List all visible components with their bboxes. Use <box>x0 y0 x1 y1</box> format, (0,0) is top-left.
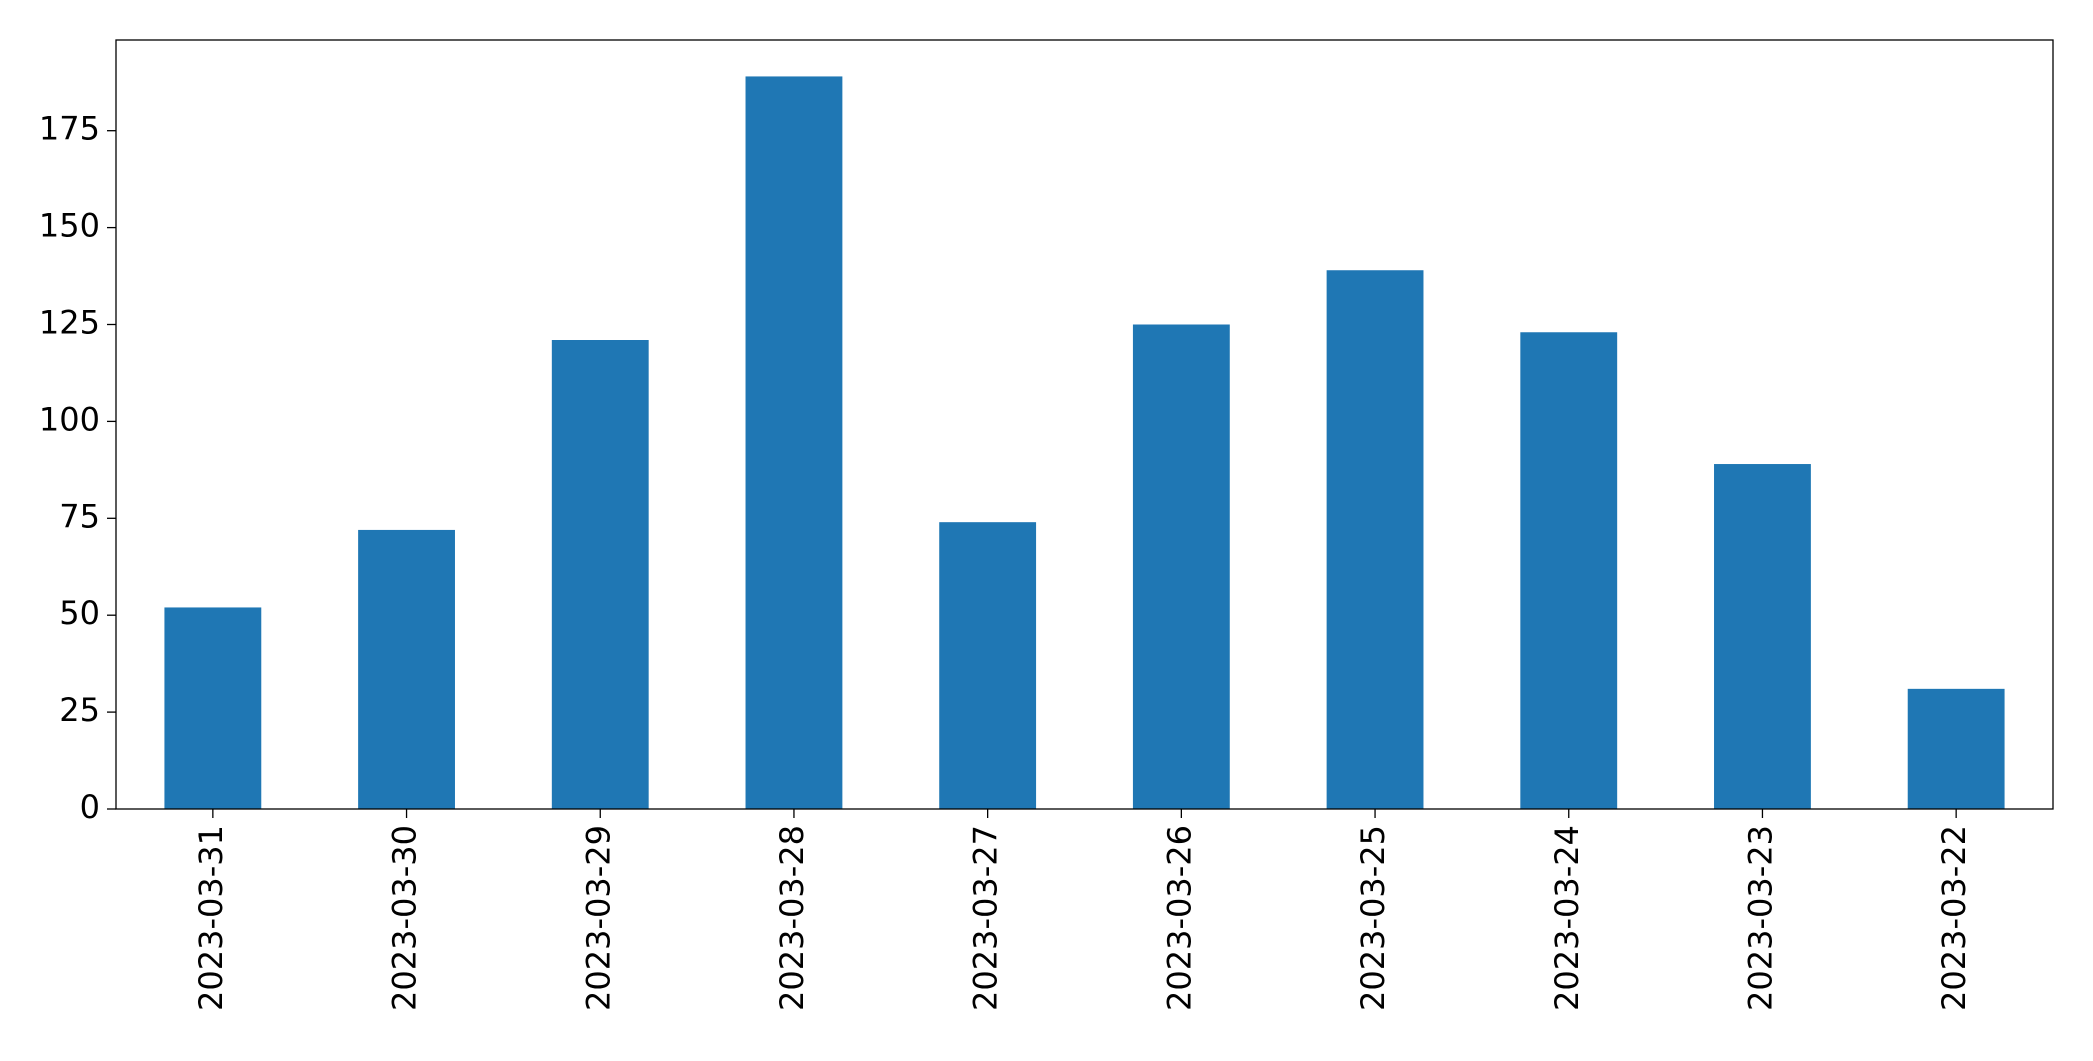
x-tick-label: 2023-03-28 <box>773 825 811 1011</box>
x-tick-label: 2023-03-23 <box>1741 825 1779 1011</box>
bar <box>939 522 1037 809</box>
x-tick-label: 2023-03-24 <box>1548 825 1586 1011</box>
y-tick-label: 0 <box>80 788 100 826</box>
bar <box>1132 324 1230 809</box>
bar <box>1520 332 1618 809</box>
bar <box>1326 270 1424 810</box>
y-tick-label: 150 <box>39 207 100 245</box>
bar <box>164 607 262 809</box>
bar <box>551 340 649 809</box>
y-tick-label: 75 <box>59 497 100 535</box>
y-tick-label: 175 <box>39 110 100 148</box>
x-tick-label: 2023-03-26 <box>1160 825 1198 1011</box>
x-tick-label: 2023-03-31 <box>192 825 230 1011</box>
bar <box>1907 688 2005 809</box>
y-tick-label: 100 <box>39 400 100 438</box>
y-tick-label: 25 <box>59 691 100 729</box>
x-tick-label: 2023-03-30 <box>386 825 424 1011</box>
bar <box>1714 464 1811 809</box>
plot-frame <box>115 39 2054 810</box>
x-tick-label: 2023-03-25 <box>1354 825 1392 1011</box>
bar <box>745 76 843 810</box>
x-tick-label: 2023-03-27 <box>967 825 1005 1011</box>
bar <box>358 529 455 809</box>
x-tick-label: 2023-03-29 <box>579 825 617 1011</box>
x-tick-label: 2023-03-22 <box>1935 825 1973 1011</box>
y-tick-label: 125 <box>39 303 100 341</box>
y-tick-label: 50 <box>59 594 100 632</box>
